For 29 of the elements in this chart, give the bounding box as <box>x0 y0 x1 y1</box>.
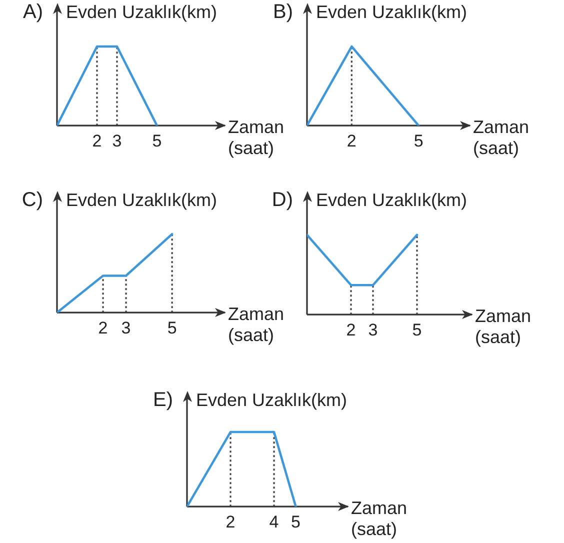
x-tick-label: 4 <box>269 512 279 532</box>
x-tick-label: 2 <box>346 132 356 151</box>
chart-title: B) <box>273 1 293 24</box>
y-axis-title: Evden Uzaklık(km) <box>66 190 218 210</box>
x-axis-title: Zaman (saat) <box>475 306 532 348</box>
x-tick-label: 3 <box>368 320 378 340</box>
y-axis-title: Evden Uzaklık(km) <box>316 190 468 210</box>
chart-title: E) <box>153 389 173 412</box>
x-axis-title: Zaman (saat) <box>228 116 284 159</box>
x-tick-label: 3 <box>112 132 122 151</box>
x-tick-label: 5 <box>414 132 424 151</box>
x-tick-label: 5 <box>291 512 301 532</box>
x-tick-label: 5 <box>152 132 162 151</box>
x-axis-title: Zaman (saat) <box>351 498 408 540</box>
x-tick-label: 2 <box>226 512 236 532</box>
x-tick-label: 2 <box>92 132 102 151</box>
x-axis-title: Zaman (saat) <box>473 116 530 159</box>
chart-title: D) <box>272 189 293 212</box>
x-tick-label: 5 <box>412 320 422 340</box>
x-tick-label: 2 <box>346 320 356 340</box>
x-axis-title: Zaman (saat) <box>228 304 284 346</box>
y-axis-title: Evden Uzaklık(km) <box>196 390 348 410</box>
chart-title: A) <box>23 1 43 24</box>
y-axis-title: Evden Uzaklık(km) <box>66 2 218 22</box>
x-tick-label: 3 <box>121 318 131 338</box>
y-axis-title: Evden Uzaklık(km) <box>316 2 468 22</box>
x-tick-label: 2 <box>98 318 108 338</box>
x-tick-label: 5 <box>167 318 177 338</box>
chart-title: C) <box>22 189 43 212</box>
